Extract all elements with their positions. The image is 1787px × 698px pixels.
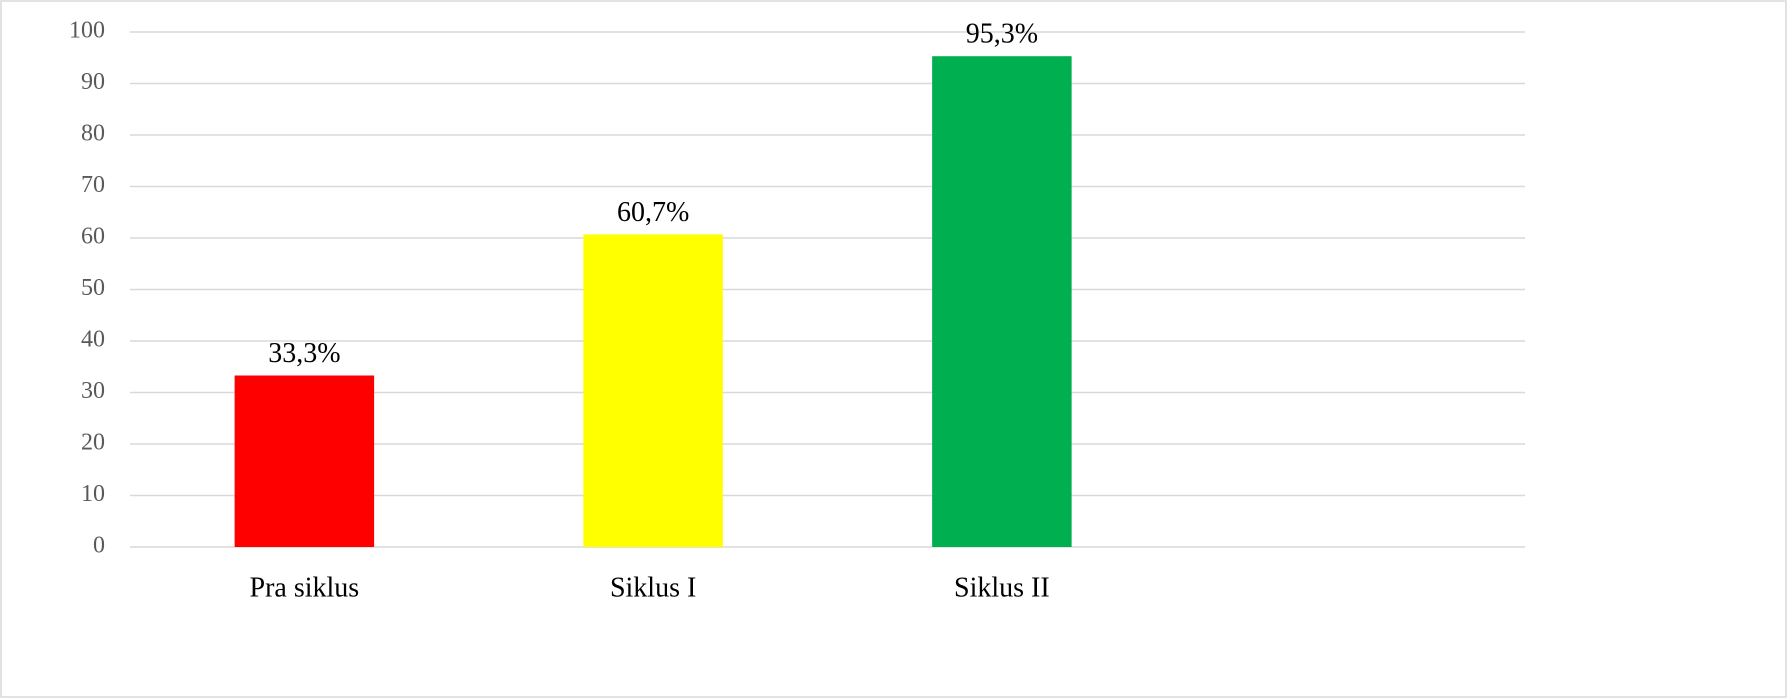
y-tick-label: 100: [69, 18, 105, 44]
y-tick-label: 50: [81, 275, 105, 301]
bar: [932, 56, 1072, 547]
y-tick-label: 30: [81, 378, 105, 404]
y-tick-label: 60: [81, 224, 105, 250]
y-tick-label: 10: [81, 481, 105, 507]
y-tick-label: 40: [81, 327, 105, 353]
bar: [234, 375, 375, 547]
y-tick-label: 20: [81, 430, 105, 456]
y-tick-label: 70: [81, 172, 105, 198]
data-label: 33,3%: [268, 338, 340, 369]
y-tick-label: 0: [93, 533, 105, 559]
y-tick-label: 80: [81, 121, 105, 147]
x-tick-label: Pra siklus: [250, 572, 360, 603]
bar: [583, 234, 723, 547]
x-tick-label: Siklus I: [610, 572, 696, 603]
data-label: 60,7%: [617, 197, 689, 228]
y-tick-label: 90: [81, 69, 105, 95]
data-label: 95,3%: [966, 19, 1038, 50]
x-tick-label: Siklus II: [954, 572, 1050, 603]
